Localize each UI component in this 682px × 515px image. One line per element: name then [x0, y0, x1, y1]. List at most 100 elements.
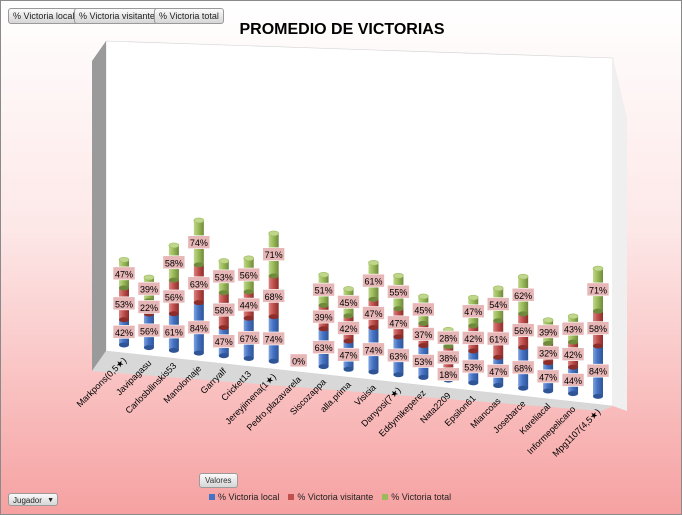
bar-top-cap: [517, 273, 529, 280]
bar-cap: [119, 317, 129, 323]
legend-item-local: % Victoria local: [209, 492, 279, 502]
bar-stack: 84% 58% 71%: [586, 265, 610, 399]
bar-cap: [568, 339, 579, 345]
data-label: 44%: [564, 376, 582, 386]
data-label: 45%: [414, 305, 432, 315]
data-label: 37%: [414, 330, 432, 340]
bar-cap: [193, 350, 204, 356]
bar-cap: [418, 343, 429, 349]
bar-top-cap: [318, 272, 329, 278]
plot-floor: [92, 351, 613, 411]
data-label-box: [337, 347, 360, 362]
data-label-box: [212, 269, 236, 284]
chart-title: PROMEDIO DE VICTORIAS: [239, 21, 445, 38]
bar-top-cap: [218, 258, 230, 264]
data-label-box: [412, 327, 435, 341]
data-label-box: [162, 324, 186, 339]
data-label: 42%: [464, 334, 482, 344]
data-label: 84%: [190, 323, 208, 333]
legend-label-total: % Victoria total: [391, 492, 452, 502]
data-label: 56%: [514, 326, 532, 336]
legend-swatch-local: [209, 494, 215, 500]
data-label-box: [237, 331, 261, 345]
data-label-box: [412, 354, 435, 368]
bar-cap: [543, 388, 554, 394]
bar-cap: [543, 341, 554, 347]
legend-label-visitante: % Victoria visitante: [297, 492, 374, 502]
data-label-box: [112, 325, 136, 339]
legend-swatch-visitante: [288, 494, 295, 500]
bar-cap: [318, 302, 329, 308]
bar-cap: [218, 290, 229, 296]
data-label-box: [536, 345, 560, 360]
bar-cap: [268, 358, 279, 364]
data-label-box: [412, 302, 435, 317]
bar-cap: [268, 314, 279, 320]
bar-cap: [468, 323, 479, 329]
data-label: 47%: [464, 307, 482, 317]
bar-cap: [318, 326, 329, 332]
bar-cap: [193, 300, 204, 306]
bar-stack: 67% 44% 56%: [237, 255, 261, 361]
bar-cap: [193, 262, 204, 268]
bar-cap: [368, 325, 379, 331]
data-label: 47%: [215, 337, 233, 347]
bar-stack: 47% 58% 53%: [212, 258, 236, 359]
data-label: 58%: [215, 306, 233, 316]
bar-stack: 42% 53% 47%: [112, 256, 136, 348]
data-label-box: [212, 302, 236, 317]
data-label: 47%: [539, 372, 557, 382]
bar-top-cap: [268, 230, 279, 237]
data-label-box: [387, 315, 410, 330]
data-label: 74%: [364, 345, 382, 355]
jugador-field-button[interactable]: Jugador ▼: [8, 493, 58, 506]
data-label: 44%: [240, 301, 258, 311]
data-label-box: [262, 247, 285, 261]
values-field-button[interactable]: Valores: [199, 473, 238, 488]
bar-top-cap: [567, 313, 579, 320]
data-label-box: [536, 369, 560, 384]
data-label: 22%: [140, 303, 158, 313]
bar-cap: [493, 318, 504, 324]
data-label: 39%: [539, 327, 557, 337]
bar-cap: [418, 320, 429, 326]
bar-top-cap: [243, 255, 255, 262]
data-label-box: [536, 324, 560, 339]
jugador-field-label: Jugador: [13, 496, 42, 505]
filter-button-victoria-total[interactable]: % Victoria total: [154, 8, 224, 24]
data-label: 63%: [389, 351, 407, 361]
data-label-box: [486, 297, 510, 311]
data-label-box: [212, 334, 236, 348]
bar-cap: [568, 391, 579, 397]
bar-cap: [468, 380, 479, 386]
data-label-box: [162, 255, 186, 270]
data-label: 74%: [190, 238, 208, 248]
bar-cap: [593, 393, 603, 399]
bar-stack: 18% 38% 28%: [437, 326, 460, 383]
bar-top-cap: [592, 265, 604, 272]
bar-cap: [119, 285, 129, 291]
bar-stack: 63% 39% 51%: [312, 272, 335, 370]
data-label: 62%: [514, 291, 532, 301]
bar-cap: [568, 364, 579, 370]
data-label: 53%: [414, 357, 432, 367]
data-label-box: [137, 300, 161, 314]
data-label-box: [586, 363, 610, 378]
data-label: 0%: [292, 356, 305, 366]
data-label-box: [387, 284, 410, 299]
category-label: Mpg1107(4,5★): [550, 407, 602, 459]
data-label: 71%: [589, 285, 607, 295]
data-label: 63%: [315, 343, 333, 353]
data-label-box: [112, 296, 136, 311]
data-label-box: [312, 340, 335, 355]
data-label: 42%: [564, 350, 582, 360]
data-label-box: [337, 321, 360, 335]
data-label-box: [561, 373, 585, 387]
data-label-box: [262, 289, 285, 303]
data-label: 56%: [240, 271, 258, 281]
bar-stack: 53% 42% 47%: [461, 294, 485, 386]
data-label-box: [312, 282, 335, 297]
bar-stack: 63% 47% 55%: [387, 272, 410, 378]
data-label: 32%: [539, 349, 557, 359]
data-label-box: [162, 289, 186, 304]
